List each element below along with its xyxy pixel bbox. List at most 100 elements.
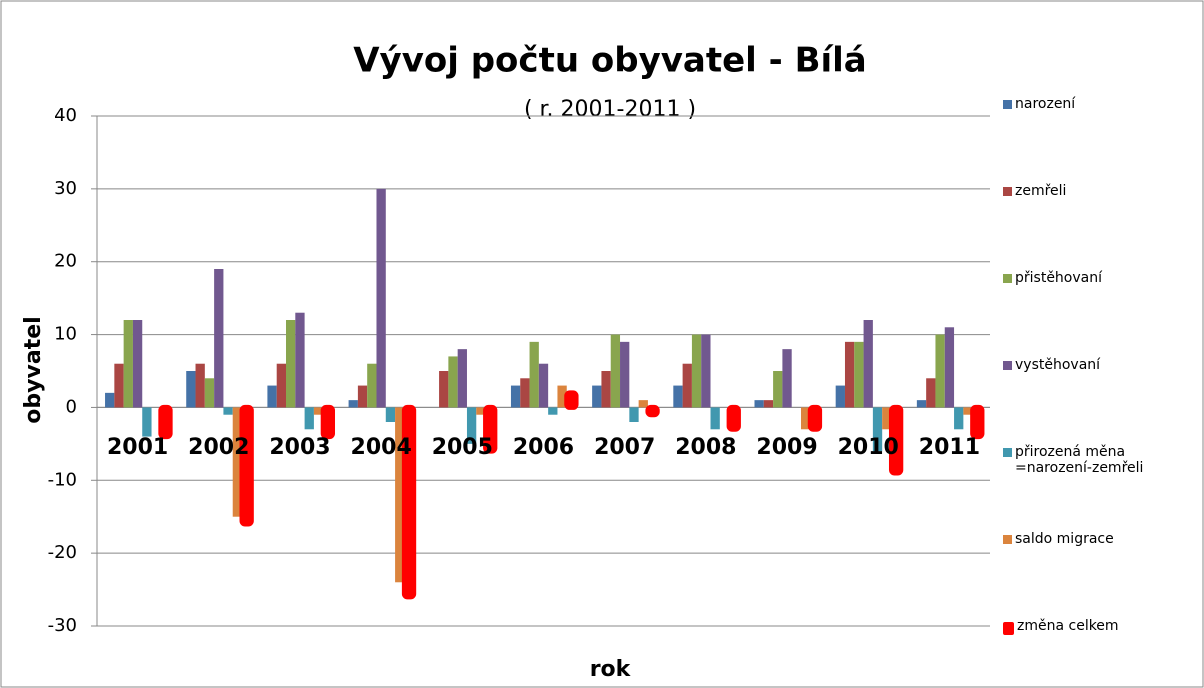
legend-item: narození bbox=[1003, 96, 1193, 112]
x-tick-label: 2010 bbox=[838, 435, 899, 460]
y-tick-label: 10 bbox=[54, 324, 77, 345]
bar bbox=[592, 385, 602, 408]
bar bbox=[754, 400, 764, 408]
bar bbox=[457, 349, 467, 408]
chart-title: Vývoj počtu obyvatel - Bílá bbox=[353, 41, 867, 81]
legend-item: změna celkem bbox=[1003, 618, 1193, 635]
bar bbox=[142, 407, 152, 437]
legend-label: přistěhovaní bbox=[1015, 270, 1102, 286]
bar bbox=[132, 320, 143, 408]
legend-item: saldo migrace bbox=[1003, 531, 1193, 547]
bar bbox=[935, 334, 945, 408]
bar bbox=[105, 392, 115, 408]
bar bbox=[239, 404, 254, 527]
bar bbox=[223, 407, 233, 415]
x-tick-label: 2004 bbox=[351, 435, 412, 460]
y-tick-label: 40 bbox=[54, 105, 77, 126]
legend-label: narození bbox=[1015, 96, 1076, 112]
legend-item: přistěhovaní bbox=[1003, 270, 1193, 286]
bar bbox=[510, 385, 521, 408]
y-axis-label: obyvatel bbox=[21, 316, 46, 423]
bar bbox=[807, 404, 823, 432]
bar bbox=[439, 371, 449, 408]
bar bbox=[782, 349, 792, 408]
bar bbox=[835, 385, 845, 408]
legend-swatch bbox=[1003, 361, 1012, 370]
bar bbox=[313, 407, 324, 415]
bar bbox=[557, 385, 567, 408]
bar bbox=[395, 407, 405, 583]
bar bbox=[304, 407, 314, 430]
bar bbox=[195, 363, 205, 408]
bar bbox=[888, 404, 904, 476]
bar bbox=[620, 341, 630, 408]
bar bbox=[844, 341, 855, 408]
legend-label: zemřeli bbox=[1015, 183, 1067, 199]
bar bbox=[763, 400, 774, 408]
bar bbox=[645, 404, 660, 418]
bar bbox=[564, 390, 579, 410]
legend-swatch bbox=[1003, 100, 1012, 109]
bar bbox=[926, 378, 936, 408]
legend-item: přirozená měna =narození-zemřeli bbox=[1003, 444, 1193, 476]
x-tick-label: 2003 bbox=[269, 435, 330, 460]
bar bbox=[466, 407, 477, 444]
bar bbox=[773, 371, 783, 408]
legend-label: změna celkem bbox=[1017, 618, 1119, 634]
bar bbox=[872, 407, 883, 452]
bar bbox=[691, 334, 702, 408]
bar bbox=[529, 341, 539, 408]
bar bbox=[158, 404, 173, 440]
bar bbox=[638, 400, 648, 408]
bar bbox=[367, 363, 377, 408]
bar bbox=[376, 188, 386, 408]
x-tick-label: 2008 bbox=[675, 435, 736, 460]
bar bbox=[276, 363, 287, 408]
bar bbox=[348, 400, 358, 408]
bar bbox=[710, 407, 720, 430]
bar bbox=[916, 400, 927, 408]
bar bbox=[800, 407, 811, 430]
bar bbox=[186, 371, 196, 408]
bar bbox=[520, 378, 530, 408]
legend-swatch bbox=[1003, 448, 1012, 457]
bar bbox=[483, 404, 498, 454]
x-tick-label: 2007 bbox=[594, 435, 655, 460]
bar bbox=[629, 407, 639, 422]
legend-item: vystěhovaní bbox=[1003, 357, 1193, 373]
y-tick-label: -10 bbox=[48, 469, 77, 490]
bar bbox=[123, 320, 133, 408]
bar bbox=[204, 378, 215, 408]
chart-subtitle: ( r. 2001-2011 ) bbox=[524, 97, 696, 122]
bar bbox=[385, 407, 396, 422]
x-tick-label: 2006 bbox=[513, 435, 574, 460]
bar bbox=[682, 363, 692, 408]
bar bbox=[944, 327, 955, 408]
bar bbox=[882, 407, 892, 430]
bar bbox=[726, 404, 741, 432]
bar bbox=[476, 407, 486, 415]
x-tick-label: 2002 bbox=[188, 435, 249, 460]
bar bbox=[673, 385, 683, 408]
x-tick-label: 2005 bbox=[432, 435, 493, 460]
bar bbox=[114, 363, 124, 408]
y-tick-label: 0 bbox=[66, 396, 77, 417]
legend-swatch bbox=[1003, 274, 1012, 283]
y-tick-label: 30 bbox=[54, 178, 77, 199]
bar bbox=[286, 320, 296, 408]
x-axis-label: rok bbox=[590, 657, 632, 682]
bar bbox=[320, 404, 336, 440]
bar bbox=[610, 334, 621, 408]
legend-item: zemřeli bbox=[1003, 183, 1193, 199]
bar bbox=[601, 371, 611, 408]
legend-label: saldo migrace bbox=[1015, 531, 1114, 547]
bar bbox=[963, 407, 973, 415]
bar bbox=[970, 404, 985, 440]
bar bbox=[701, 334, 711, 408]
legend-label: vystěhovaní bbox=[1015, 357, 1101, 373]
bar bbox=[357, 385, 368, 408]
bar bbox=[214, 269, 224, 408]
legend-swatch bbox=[1003, 535, 1012, 544]
